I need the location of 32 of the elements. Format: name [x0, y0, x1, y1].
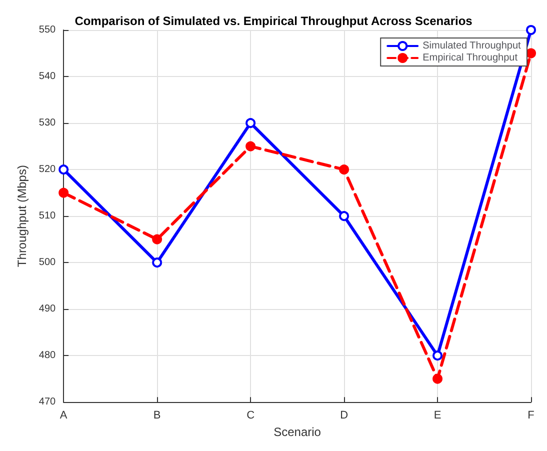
chart-title: Comparison of Simulated vs. Empirical Throughput Across Scenarios	[74, 14, 473, 28]
legend-label: Simulated Throughput	[422, 40, 522, 52]
x-tick-label: D	[340, 410, 348, 422]
point	[58, 188, 69, 198]
y-tick-label: 520	[38, 164, 56, 176]
point	[246, 118, 256, 128]
legend-label: Empirical Throughput	[422, 52, 518, 64]
point	[339, 211, 350, 222]
point	[339, 164, 350, 175]
x-tick-label: B	[153, 410, 161, 422]
y-tick-label: 480	[38, 350, 56, 362]
x-tick-label: F	[528, 410, 535, 422]
point	[526, 48, 536, 58]
point	[432, 374, 443, 384]
x-tick-label: A	[60, 410, 68, 422]
x-tick-label: E	[434, 410, 442, 422]
y-tick-label: 550	[38, 24, 56, 36]
point	[58, 164, 69, 175]
y-tick-label: 510	[38, 210, 56, 222]
point	[432, 350, 443, 361]
x-tick-label: C	[246, 410, 255, 422]
point	[526, 25, 536, 35]
y-tick-label: 540	[38, 71, 56, 82]
point	[152, 234, 162, 244]
y-tick-label: 500	[38, 257, 56, 268]
y-tick-label: 530	[38, 118, 56, 129]
point	[152, 258, 162, 268]
y-tick-label: 470	[38, 396, 56, 408]
point	[246, 141, 256, 152]
y-axis-title: Throughput (Mbps)	[15, 165, 29, 268]
x-axis-title: Scenario	[274, 425, 322, 439]
y-tick-label: 490	[38, 304, 56, 315]
